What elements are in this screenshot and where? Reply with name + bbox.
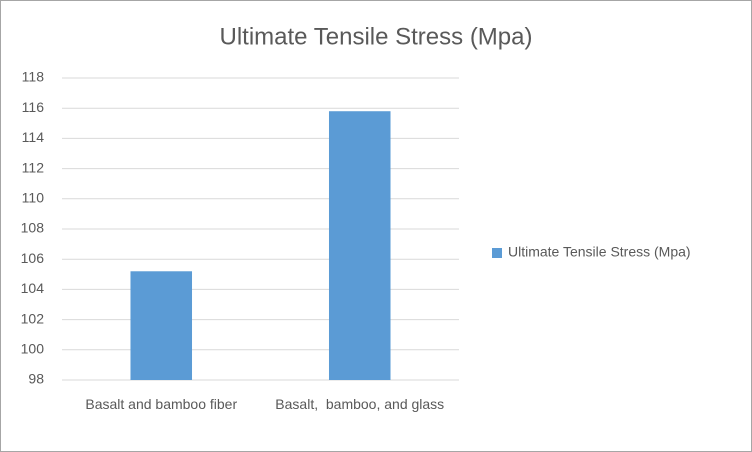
y-tick-label: 98: [28, 371, 44, 387]
y-tick-label: 102: [21, 310, 45, 326]
x-tick-label: Basalt and bamboo fiber: [85, 396, 238, 412]
y-tick-label: 114: [22, 129, 45, 145]
y-tick-label: 118: [22, 69, 45, 85]
legend-label: Ultimate Tensile Stress (Mpa): [508, 244, 691, 260]
y-tick-label: 100: [21, 341, 45, 357]
y-tick-label: 104: [21, 280, 45, 296]
legend-swatch: [492, 248, 502, 258]
y-tick-label: 108: [21, 220, 45, 236]
y-tick-label: 116: [22, 99, 45, 115]
y-tick-label: 112: [22, 159, 45, 175]
bar: [130, 271, 193, 380]
y-tick-label: 110: [22, 190, 45, 206]
bar: [328, 111, 391, 380]
y-tick-label: 106: [21, 250, 45, 266]
chart-title: Ultimate Tensile Stress (Mpa): [220, 23, 533, 50]
x-tick-label: Basalt, bamboo, and glass: [275, 396, 445, 412]
